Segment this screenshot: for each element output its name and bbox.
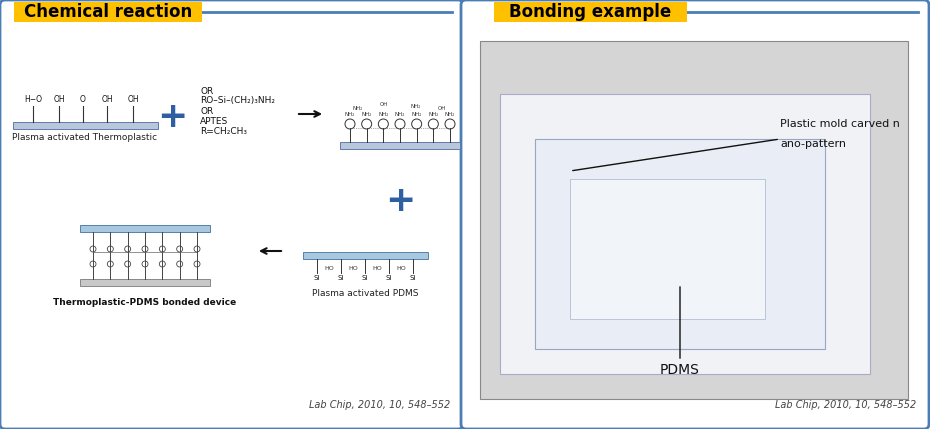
Text: NH₂: NH₂ [345, 112, 355, 117]
Bar [340, 142, 460, 149]
Text: OH: OH [438, 106, 446, 111]
Text: Si: Si [410, 275, 417, 281]
Text: OH: OH [127, 95, 139, 104]
Text: HO: HO [396, 266, 405, 271]
Bar [500, 94, 870, 374]
Bar [12, 122, 157, 129]
Text: Si: Si [313, 275, 320, 281]
Text: Plastic mold carved n: Plastic mold carved n [780, 119, 900, 129]
Text: APTES: APTES [200, 117, 228, 126]
Bar [494, 2, 687, 22]
FancyBboxPatch shape [0, 0, 463, 429]
Text: NH₂: NH₂ [411, 112, 422, 117]
Text: HO: HO [325, 266, 334, 271]
Text: H−O: H−O [24, 95, 42, 104]
Text: HO: HO [372, 266, 382, 271]
Text: HO: HO [348, 266, 358, 271]
Text: +: + [157, 100, 187, 134]
Bar [570, 179, 765, 319]
Text: Bonding example: Bonding example [510, 3, 671, 21]
Text: +: + [385, 184, 415, 218]
Text: NH₂: NH₂ [352, 106, 363, 111]
Text: NH₂: NH₂ [362, 112, 372, 117]
Text: OH: OH [380, 102, 389, 107]
Bar [535, 139, 825, 349]
Text: Si: Si [362, 275, 368, 281]
Text: NH₂: NH₂ [445, 112, 455, 117]
Bar [302, 252, 428, 259]
Text: PDMS: PDMS [660, 363, 700, 377]
Bar [80, 225, 210, 232]
Text: ano-pattern: ano-pattern [780, 139, 846, 149]
Text: NH₂: NH₂ [379, 112, 389, 117]
Text: OH: OH [101, 95, 113, 104]
Text: O: O [80, 95, 86, 104]
Bar [480, 41, 908, 399]
Text: NH₂: NH₂ [410, 104, 420, 109]
Text: Plasma activated Thermoplastic: Plasma activated Thermoplastic [12, 133, 157, 142]
Text: Plasma activated PDMS: Plasma activated PDMS [312, 289, 418, 298]
Text: Lab Chip, 2010, 10, 548–552: Lab Chip, 2010, 10, 548–552 [775, 400, 916, 410]
Text: Si: Si [386, 275, 392, 281]
Text: R=CH₂CH₃: R=CH₂CH₃ [200, 127, 247, 136]
Bar [80, 279, 210, 286]
Text: Lab Chip, 2010, 10, 548–552: Lab Chip, 2010, 10, 548–552 [309, 400, 450, 410]
Text: Si: Si [338, 275, 344, 281]
FancyBboxPatch shape [461, 0, 929, 429]
Text: OR: OR [200, 106, 213, 115]
Text: RO–Si–(CH₂)₃NH₂: RO–Si–(CH₂)₃NH₂ [200, 97, 275, 106]
Text: OR: OR [200, 87, 213, 96]
Text: NH₂: NH₂ [428, 112, 439, 117]
Bar [14, 2, 202, 22]
Text: Chemical reaction: Chemical reaction [24, 3, 193, 21]
Text: NH₂: NH₂ [395, 112, 405, 117]
Text: OH: OH [53, 95, 65, 104]
Text: Thermoplastic-PDMS bonded device: Thermoplastic-PDMS bonded device [53, 298, 236, 307]
